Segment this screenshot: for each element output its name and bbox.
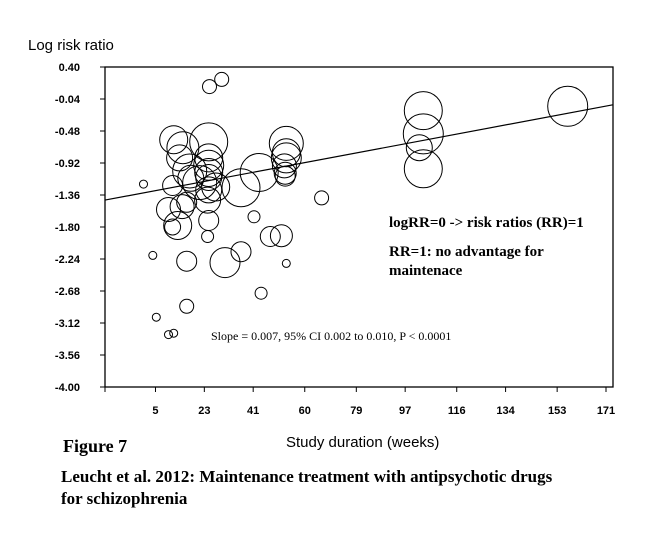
bubble-point bbox=[201, 230, 215, 243]
y-tick-label: -1.80 bbox=[55, 222, 80, 234]
bubble-point bbox=[230, 241, 252, 263]
y-tick-label: -2.24 bbox=[55, 254, 81, 266]
bubble-point bbox=[269, 224, 293, 248]
annotation-rr-line1: RR=1: no advantage for bbox=[389, 244, 544, 260]
y-axis-label: Log risk ratio bbox=[28, 37, 114, 54]
y-tick-label: -0.04 bbox=[55, 94, 81, 106]
bubble-point bbox=[189, 122, 229, 162]
bubble-point bbox=[259, 226, 281, 247]
x-tick-label: 23 bbox=[198, 405, 210, 417]
x-tick-label: 41 bbox=[247, 405, 259, 417]
bubble-point bbox=[271, 153, 297, 179]
y-tick-label: -1.36 bbox=[55, 190, 80, 202]
bubble-point bbox=[270, 142, 302, 174]
y-tick-label: -3.56 bbox=[55, 350, 80, 362]
x-tick-label: 60 bbox=[299, 405, 311, 417]
y-tick-label: 0.40 bbox=[59, 62, 80, 74]
bubble-point bbox=[151, 312, 161, 322]
bubble-point bbox=[156, 197, 181, 222]
bubble-point bbox=[239, 153, 279, 192]
y-tick-label: -2.68 bbox=[55, 286, 80, 298]
bubble-point bbox=[164, 330, 173, 340]
bubble-point bbox=[268, 125, 304, 161]
bubble-point bbox=[254, 286, 268, 300]
bubble-point bbox=[403, 149, 443, 189]
bubble-point bbox=[247, 210, 261, 224]
bubble-point bbox=[195, 164, 223, 191]
x-axis-label: Study duration (weeks) bbox=[286, 434, 439, 451]
x-tick-label: 116 bbox=[448, 405, 466, 417]
bubble-point bbox=[201, 172, 231, 202]
bubble-point bbox=[214, 71, 230, 87]
figure-label: Figure 7 bbox=[63, 436, 127, 456]
bubble-point bbox=[314, 190, 330, 206]
bubble-point bbox=[159, 125, 189, 155]
annotation-slope: Slope = 0.007, 95% CI 0.002 to 0.010, P … bbox=[211, 329, 451, 343]
figure-caption-line1: Leucht et al. 2012: Maintenance treatmen… bbox=[61, 467, 553, 486]
annotation-logrr: logRR=0 -> risk ratios (RR)=1 bbox=[389, 215, 584, 231]
bubble-point bbox=[176, 250, 198, 272]
x-tick-label: 79 bbox=[350, 405, 362, 417]
x-axis: 5 23 41 60 79 97 116 134 153 171 bbox=[104, 387, 615, 417]
bubble-point bbox=[547, 85, 589, 127]
annotation-rr-line2: maintenace bbox=[389, 263, 463, 279]
bubble-point bbox=[405, 134, 433, 162]
bubble-point bbox=[209, 247, 241, 279]
y-tick-label: -4.00 bbox=[55, 382, 80, 394]
bubble-point bbox=[179, 298, 195, 314]
bubble-point bbox=[273, 161, 297, 185]
x-tick-label: 5 bbox=[152, 405, 158, 417]
y-tick-label: -3.12 bbox=[55, 318, 80, 330]
y-tick-label: -0.48 bbox=[55, 126, 80, 138]
x-tick-label: 134 bbox=[496, 405, 515, 417]
bubble-point bbox=[169, 194, 195, 220]
bubble-point bbox=[169, 328, 179, 338]
regression-line bbox=[104, 104, 613, 201]
bubbles-group bbox=[139, 71, 589, 340]
bubble-point bbox=[172, 153, 208, 189]
x-tick-label: 171 bbox=[597, 405, 615, 417]
bubble-point bbox=[202, 79, 217, 95]
bubble-point bbox=[139, 179, 148, 189]
bubble-point bbox=[194, 158, 224, 187]
x-tick-label: 153 bbox=[548, 405, 566, 417]
bubble-point bbox=[194, 143, 224, 173]
y-tick-label: -0.92 bbox=[55, 158, 80, 170]
figure-caption-line2: for schizophrenia bbox=[61, 489, 188, 508]
x-tick-label: 97 bbox=[399, 405, 411, 417]
bubble-point bbox=[164, 218, 182, 236]
bubble-point bbox=[163, 211, 193, 240]
bubble-point bbox=[402, 113, 444, 155]
bubble-point bbox=[176, 191, 198, 213]
bubble-point bbox=[281, 258, 291, 268]
y-axis: 0.40 -0.04 -0.48 -0.92 -1.36 -1.80 -2.24 -2.68 -… bbox=[55, 62, 105, 394]
bubble-point bbox=[148, 250, 158, 260]
bubble-point bbox=[403, 91, 443, 131]
